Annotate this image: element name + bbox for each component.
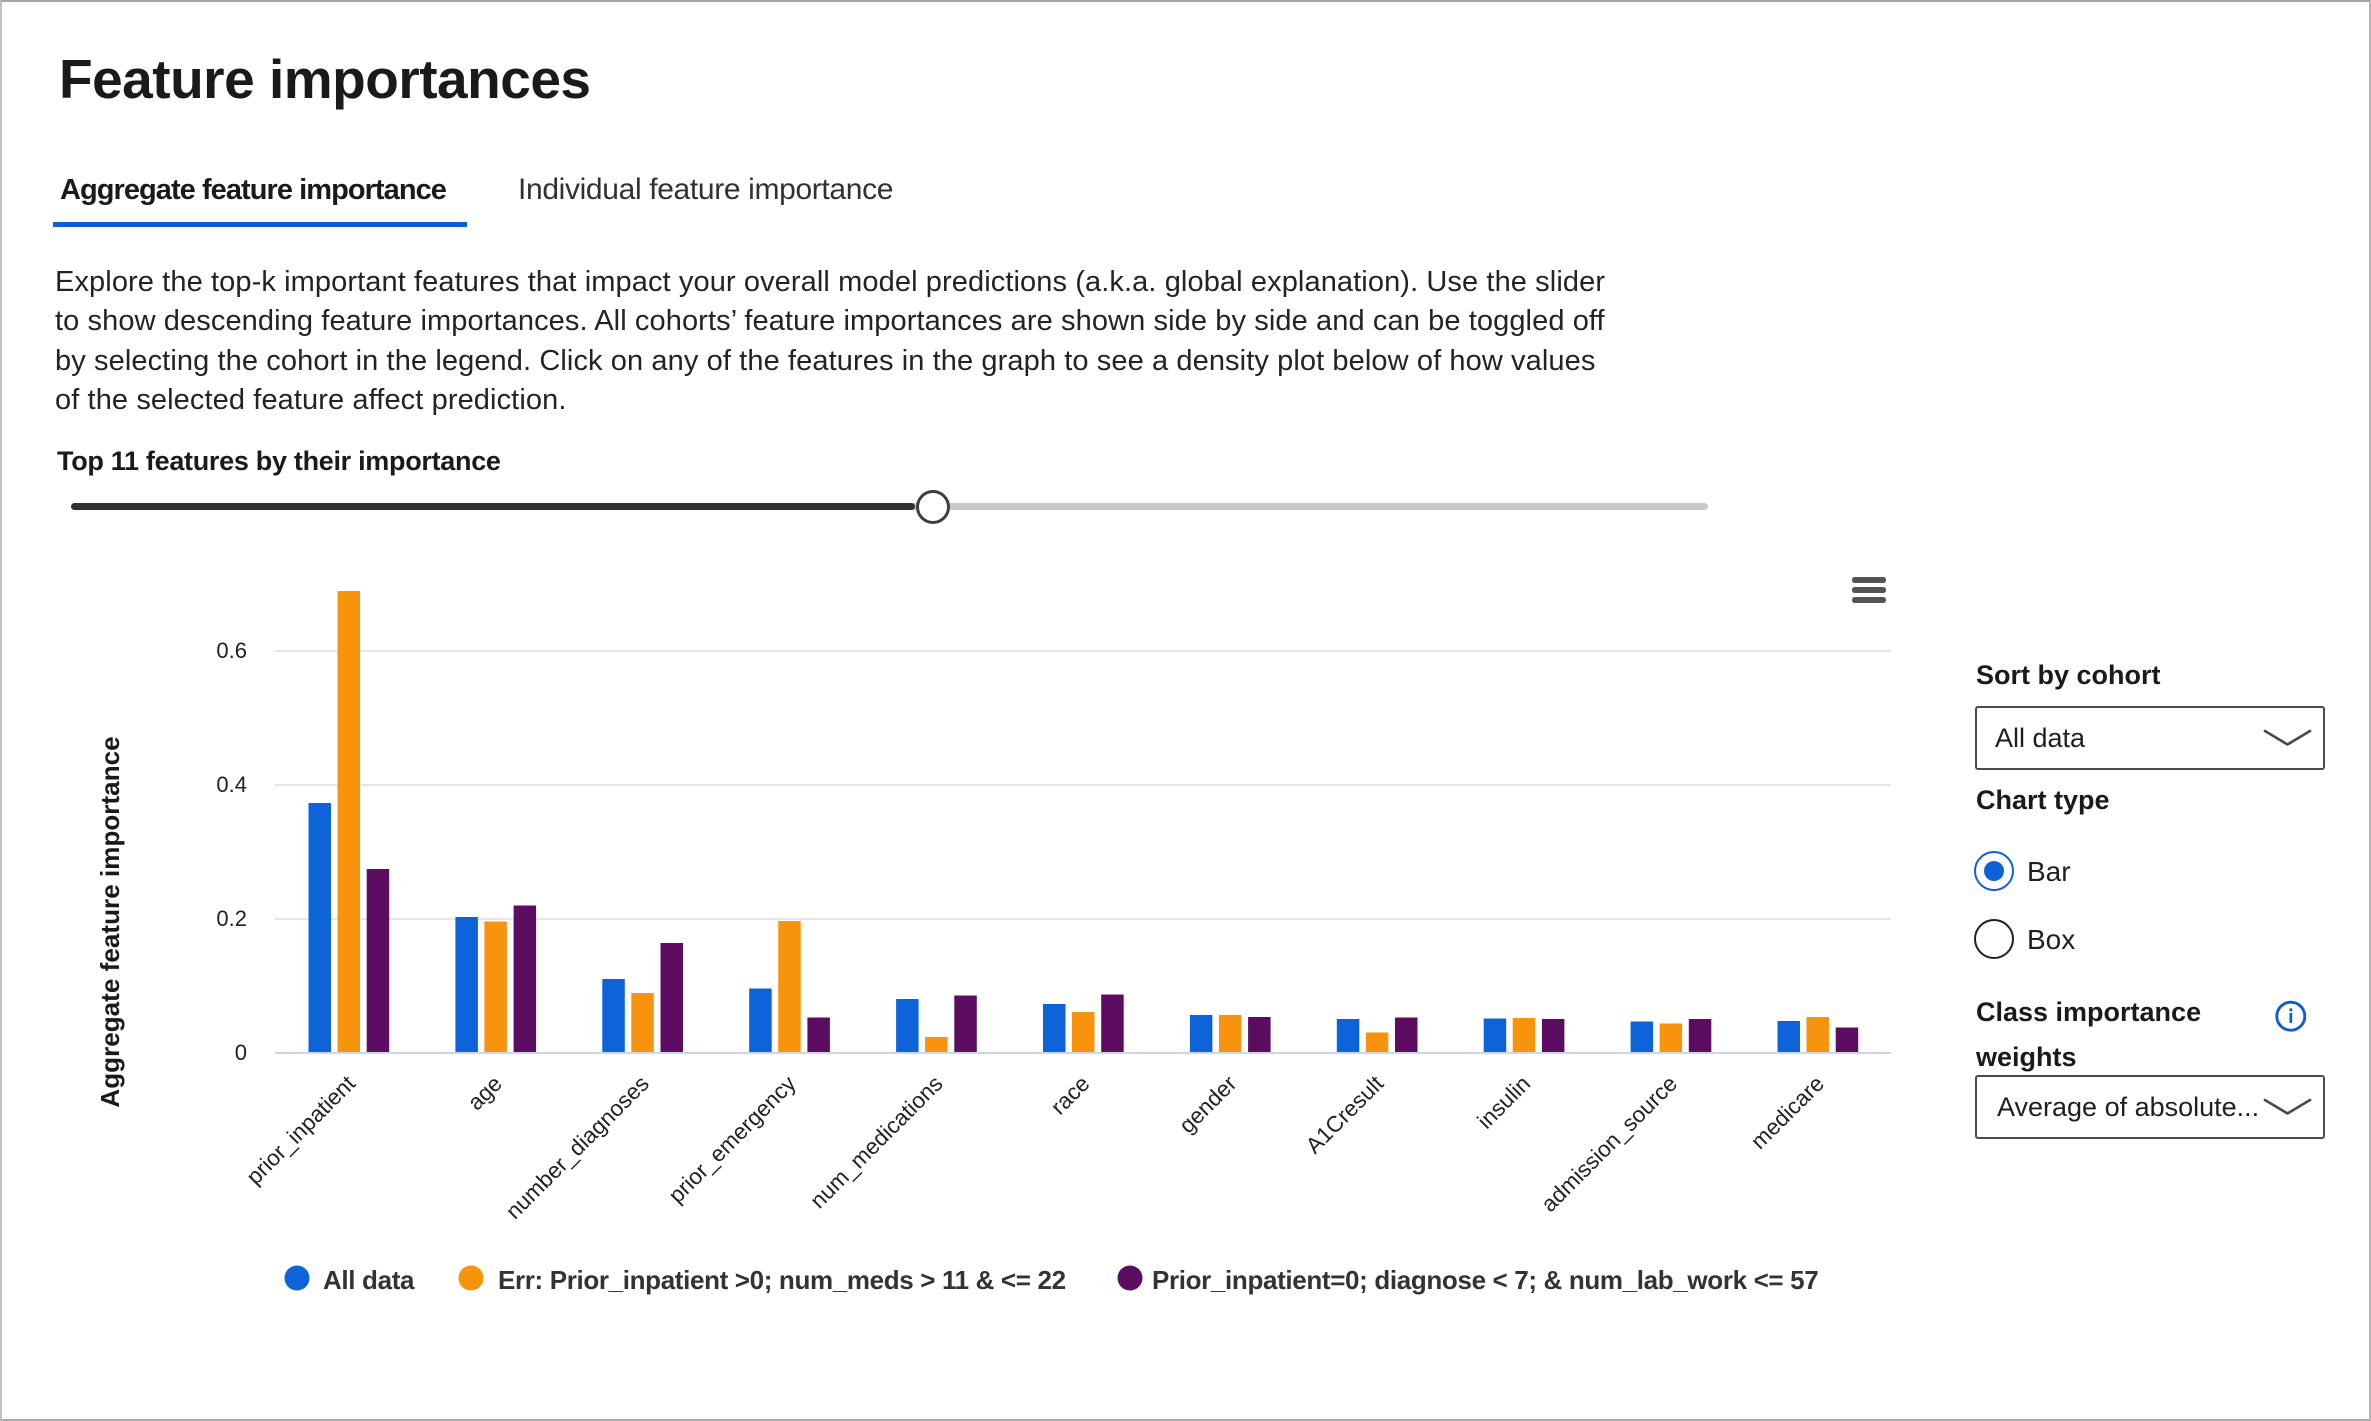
- svg-text:prior_emergency: prior_emergency: [664, 1070, 802, 1208]
- svg-text:prior_inpatient: prior_inpatient: [242, 1070, 361, 1189]
- svg-text:num_medications: num_medications: [805, 1071, 947, 1213]
- svg-text:A1Cresult: A1Cresult: [1301, 1070, 1389, 1158]
- svg-text:insulin: insulin: [1472, 1071, 1535, 1134]
- svg-text:0.6: 0.6: [216, 638, 247, 663]
- svg-text:Aggregate feature importance: Aggregate feature importance: [95, 736, 125, 1107]
- svg-text:All data: All data: [323, 1265, 415, 1295]
- svg-text:medicare: medicare: [1746, 1071, 1829, 1154]
- svg-text:age: age: [463, 1071, 507, 1115]
- svg-text:0.2: 0.2: [216, 906, 247, 931]
- svg-text:race: race: [1046, 1071, 1095, 1120]
- svg-text:0.4: 0.4: [216, 772, 247, 797]
- svg-text:admission_source: admission_source: [1536, 1071, 1682, 1217]
- svg-text:gender: gender: [1174, 1071, 1242, 1139]
- svg-text:0: 0: [235, 1040, 247, 1065]
- svg-text:Err: Prior_inpatient >0; num_m: Err: Prior_inpatient >0; num_meds > 11 &…: [498, 1265, 1066, 1295]
- svg-text:number_diagnoses: number_diagnoses: [501, 1071, 654, 1224]
- svg-text:Prior_inpatient=0; diagnose <: Prior_inpatient=0; diagnose < 7; & num_l…: [1152, 1265, 1818, 1295]
